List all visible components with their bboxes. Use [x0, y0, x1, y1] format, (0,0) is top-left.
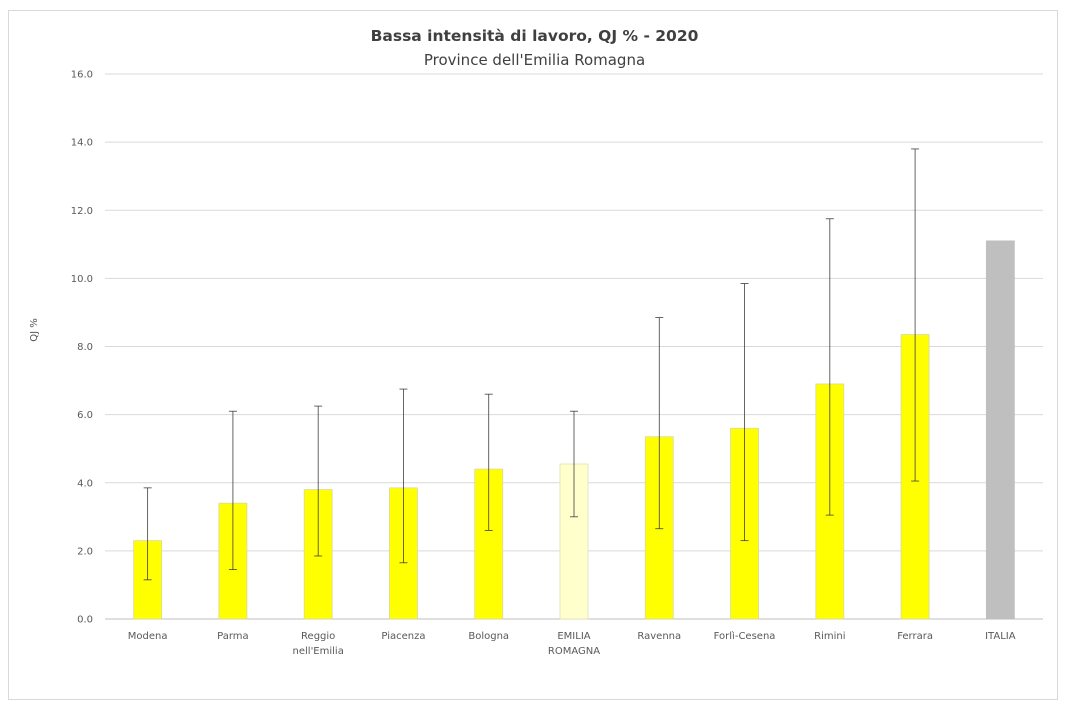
- x-category-label-2: Reggio nell'Emilia: [293, 631, 344, 657]
- y-tick-label-6: 12.0: [71, 206, 93, 217]
- y-tick-label-0: 0.0: [77, 615, 93, 626]
- x-category-label-9: Ferrara: [897, 631, 933, 642]
- y-axis-label: QJ %: [29, 318, 40, 342]
- chart-subtitle: Province dell'Emilia Romagna: [423, 51, 646, 69]
- y-axis-ticks: 0.0 2.0 4.0 6.0 8.0 10.0 12.0 14.0 16.0: [71, 70, 93, 626]
- x-category-label-0: Modena: [128, 631, 168, 642]
- y-tick-label-4: 8.0: [77, 342, 93, 353]
- x-category-label-5: EMILIA ROMAGNA: [548, 631, 600, 657]
- error-bars: [143, 148, 920, 581]
- x-category-label-3: Piacenza: [381, 631, 425, 642]
- x-category-label-4: Bologna: [468, 631, 509, 642]
- x-axis-categories: Modena Parma Reggio nell'Emilia Piacenza Bolo…: [128, 630, 1016, 657]
- chart-title: Bassa intensità di lavoro, QJ % - 2020: [370, 27, 699, 45]
- x-category-label-6: Ravenna: [637, 631, 681, 642]
- y-tick-label-5: 10.0: [71, 274, 93, 285]
- y-tick-label-1: 2.0: [77, 546, 93, 557]
- x-category-label-1: Parma: [217, 631, 249, 642]
- y-tick-label-3: 6.0: [77, 410, 93, 421]
- bar-10: [985, 240, 1015, 620]
- y-tick-label-2: 4.0: [77, 478, 93, 489]
- y-tick-label-7: 14.0: [71, 138, 93, 149]
- x-category-label-7: Forlì-Cesena: [714, 630, 776, 642]
- y-tick-label-8: 16.0: [71, 70, 93, 81]
- x-category-label-10: ITALIA: [985, 631, 1016, 642]
- chart-frame: [8, 10, 1058, 700]
- x-category-label-8: Rimini: [814, 631, 845, 642]
